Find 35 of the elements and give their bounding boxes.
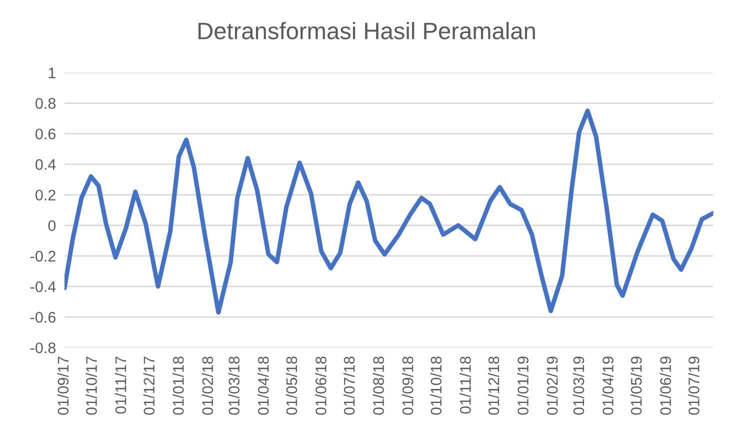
- x-tick-label: 01/11/17: [114, 356, 126, 414]
- x-tick-label: 01/05/18: [286, 356, 298, 415]
- y-tick-label: -0.4: [30, 281, 56, 292]
- chart-title: Detransformasi Hasil Peramalan: [198, 22, 535, 40]
- x-tick-label: 01/04/19: [602, 356, 614, 415]
- x-tick-label: 01/09/17: [57, 356, 69, 415]
- y-tick-label: -0.2: [30, 250, 56, 262]
- x-tick-label: 01/01/19: [517, 356, 528, 415]
- y-tick-label: 0.8: [36, 98, 56, 109]
- x-tick-label: 01/06/19: [660, 356, 672, 415]
- x-tick-label: 01/05/19: [630, 356, 642, 415]
- y-tick-label: 0.4: [36, 159, 56, 170]
- x-tick-label: 01/11/18: [460, 356, 471, 414]
- x-tick-label: 01/03/18: [228, 356, 240, 415]
- x-tick-label: 01/02/18: [202, 356, 214, 415]
- x-tick-label: 01/07/18: [343, 356, 355, 415]
- y-tick-label: 1: [48, 68, 56, 78]
- x-tick-label: 01/03/19: [572, 356, 584, 415]
- x-tick-label: 01/12/18: [488, 356, 500, 415]
- x-tick-label: 01/07/19: [688, 356, 700, 415]
- y-tick-label: 0: [48, 220, 56, 232]
- y-tick-label: 0.6: [36, 128, 56, 140]
- x-tick-label: 01/06/18: [315, 356, 326, 415]
- y-tick-label: -0.8: [30, 342, 56, 354]
- x-tick-label: 01/09/18: [402, 356, 414, 415]
- y-tick-label: -0.6: [30, 312, 56, 323]
- line-series: [64, 108, 714, 315]
- x-tick-label: 01/02/19: [546, 356, 558, 415]
- x-tick-label: 01/01/18: [172, 356, 184, 415]
- x-tick-label: 01/10/18: [430, 356, 442, 415]
- y-tick-label: 0.2: [36, 190, 56, 201]
- x-tick-label: 01/12/17: [143, 356, 155, 415]
- x-tick-label: 01/10/17: [86, 356, 97, 415]
- x-tick-label: 01/08/18: [372, 356, 384, 415]
- x-tick-label: 01/04/18: [258, 356, 269, 415]
